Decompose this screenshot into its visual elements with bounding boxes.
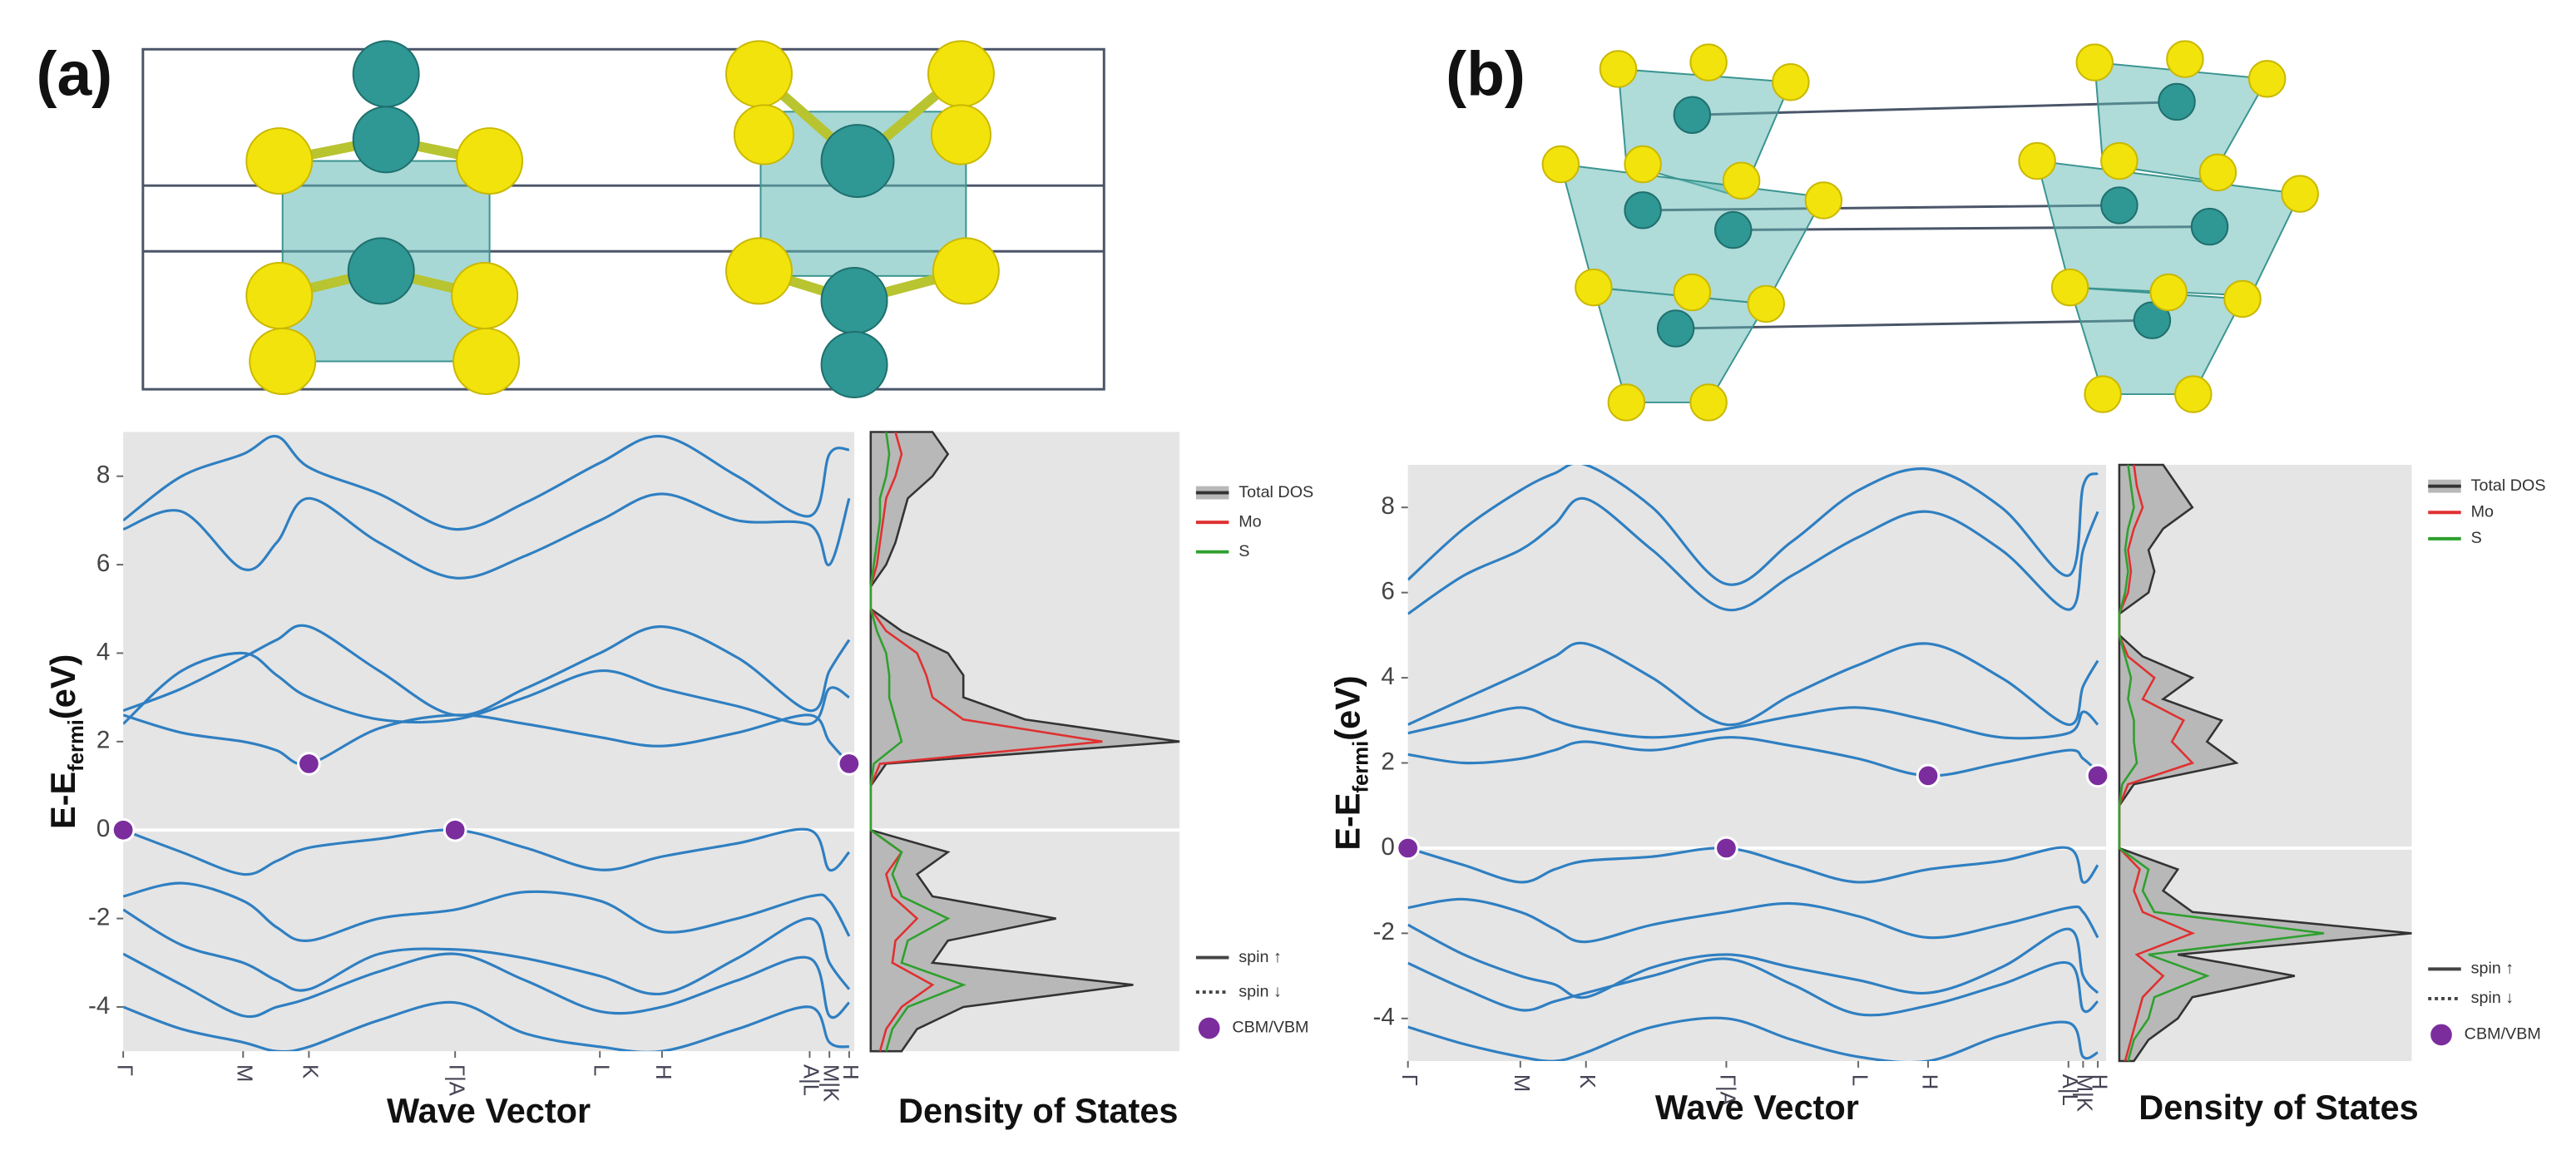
band-line	[123, 713, 851, 766]
legend-label: spin ↑	[1239, 948, 1282, 966]
band-line	[1407, 923, 2099, 1000]
dos-axis-label: Density of States	[2138, 1088, 2418, 1127]
band-line	[1407, 496, 2099, 615]
x-tick-label: A|L	[799, 1064, 823, 1096]
y-tick-label: -4	[1373, 1004, 1395, 1031]
dos-line	[2118, 464, 2325, 1062]
dos-line	[869, 432, 1103, 1052]
dos-area	[869, 431, 1180, 1053]
x-tick-label: M	[232, 1064, 255, 1082]
x-tick-label: Γ|A	[1716, 1074, 1739, 1107]
y-axis-label-sub: fermi	[65, 719, 88, 772]
band-extremum	[1396, 836, 1421, 861]
y-axis-label: E-Efermi(eV)	[1328, 675, 1373, 850]
band-line	[1407, 464, 2099, 586]
x-tick-label: L	[589, 1064, 612, 1076]
band-line	[1407, 957, 2099, 1017]
band-line	[1407, 846, 2099, 884]
band-line	[123, 908, 851, 996]
x-axis-label: Wave Vector	[1655, 1088, 1859, 1127]
y-tick-label: 2	[1381, 748, 1394, 775]
x-tick-label: K	[299, 1064, 322, 1078]
legend-label: Total DOS	[2471, 476, 2546, 495]
band-line	[123, 1000, 850, 1052]
y-axis-label: E-Efermi(eV)	[43, 654, 88, 829]
dos-line	[869, 432, 967, 1052]
band-extremum	[1714, 836, 1738, 861]
y-tick-label: 6	[1381, 577, 1394, 605]
x-tick-label: Γ	[1397, 1074, 1421, 1086]
x-tick-label: Γ|A	[444, 1064, 467, 1097]
y-axis-label-main: E-E	[43, 772, 82, 829]
legend-label: spin ↓	[1239, 982, 1282, 1000]
y-axis-label-sub: fermi	[1349, 741, 1372, 793]
crystal-structure-b	[1541, 40, 2319, 422]
legend-label: CBM/VBM	[1232, 1019, 1308, 1037]
y-tick-label: -4	[88, 992, 110, 1019]
x-tick-label: M	[1510, 1074, 1533, 1092]
y-tick-label: -2	[88, 903, 110, 930]
legend-label: S	[2471, 529, 2482, 547]
band-extremum	[1916, 763, 1941, 788]
x-tick-label: H	[838, 1064, 862, 1080]
x-axis-label: Wave Vector	[387, 1091, 591, 1130]
y-tick-label: 0	[96, 815, 110, 842]
x-tick-label: Γ	[112, 1064, 136, 1076]
band-extremum	[837, 752, 862, 776]
plot-background	[1407, 464, 2107, 1062]
band-line	[1407, 641, 2099, 727]
x-tick-label: H	[1917, 1074, 1941, 1090]
panel-label: (a)	[36, 39, 112, 109]
y-tick-label: 4	[1381, 663, 1394, 690]
x-tick-label: A|L	[2058, 1074, 2081, 1106]
band-extremum	[2085, 763, 2110, 788]
y-axis-label-unit: (eV)	[1328, 675, 1367, 740]
band-line	[123, 881, 851, 942]
band-line	[1407, 1016, 2099, 1062]
band-line	[123, 435, 850, 531]
legend-label: S	[1239, 542, 1249, 560]
band-line	[1407, 736, 2099, 777]
band-extremum	[111, 817, 136, 842]
band-line	[123, 492, 851, 580]
legend-label: spin ↓	[2471, 989, 2514, 1007]
band-extremum	[443, 817, 467, 842]
y-tick-label: 6	[96, 550, 110, 577]
y-tick-label: -2	[1373, 918, 1395, 945]
x-tick-label: K	[1575, 1074, 1599, 1088]
legend-label: Mo	[2471, 502, 2494, 521]
panel-label: (b)	[1446, 39, 1525, 109]
band-line	[123, 952, 851, 1019]
legend-swatch	[1198, 1017, 1220, 1039]
band-line	[1407, 897, 2099, 944]
band-line	[123, 827, 851, 876]
dos-line	[2118, 464, 2196, 1062]
y-tick-label: 8	[1381, 492, 1394, 520]
band-line	[123, 651, 850, 726]
legend-label: CBM/VBM	[2465, 1025, 2541, 1044]
x-tick-label: M|K	[2073, 1074, 2096, 1112]
dos-axis-label: Density of States	[898, 1091, 1178, 1130]
legend-swatch	[2430, 1024, 2452, 1046]
x-tick-label: H	[651, 1064, 675, 1080]
y-tick-label: 8	[96, 462, 110, 489]
legend-label: Mo	[1239, 512, 1261, 531]
band-extremum	[297, 752, 321, 776]
crystal-structure-a	[141, 40, 1105, 398]
y-axis-label-unit: (eV)	[43, 654, 82, 719]
band-line	[1407, 706, 2099, 740]
y-tick-label: 2	[96, 727, 110, 754]
x-tick-label: H	[2087, 1074, 2110, 1090]
legend-label: Total DOS	[1239, 483, 1313, 501]
x-tick-label: M|K	[818, 1064, 842, 1102]
dos-area	[2118, 463, 2412, 1063]
legend-label: spin ↑	[2471, 960, 2514, 978]
y-tick-label: 4	[96, 638, 110, 665]
x-tick-label: L	[1847, 1074, 1871, 1086]
y-tick-label: 0	[1381, 833, 1394, 861]
y-axis-label-main: E-E	[1328, 792, 1367, 850]
